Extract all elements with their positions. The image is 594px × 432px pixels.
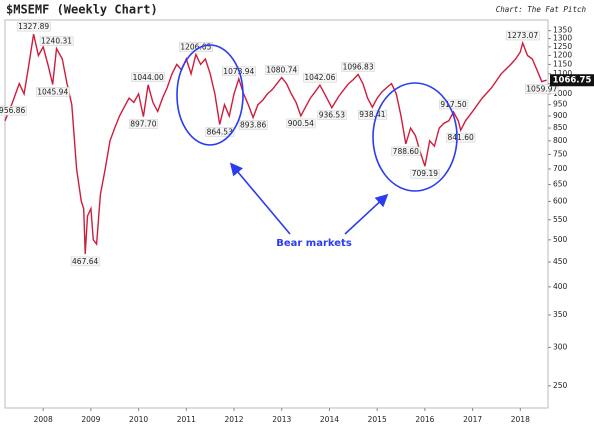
highlight-ellipse <box>176 44 244 146</box>
last-value-label: 1066.75 <box>553 76 592 86</box>
x-tick-label: 2018 <box>511 415 530 424</box>
x-tick-label: 2008 <box>34 415 53 424</box>
y-tick-label: 450 <box>553 257 568 266</box>
data-label-bg <box>286 118 316 129</box>
x-tick-label: 2013 <box>272 415 291 424</box>
x-tick-label: 2015 <box>368 415 387 424</box>
y-tick-label: 600 <box>553 196 568 205</box>
y-tick-label: 500 <box>553 235 568 244</box>
data-label-bg <box>317 110 347 120</box>
data-label-bg <box>410 168 440 179</box>
data-label: 897.70 <box>130 120 156 129</box>
x-tick-label: 2017 <box>463 415 482 424</box>
x-tick-label: 2012 <box>224 415 243 424</box>
data-label: 1080.74 <box>266 65 297 74</box>
data-label: 709.19 <box>412 169 438 178</box>
data-label-bg <box>341 62 376 72</box>
data-label-bg <box>179 42 213 52</box>
highlight-ellipse <box>372 82 458 192</box>
y-tick-label: 950 <box>553 100 568 109</box>
y-tick-label: 1350 <box>553 26 572 35</box>
y-tick-label: 1250 <box>553 42 572 51</box>
data-label: 1044.00 <box>133 73 164 82</box>
y-tick-label: 250 <box>553 381 568 390</box>
data-label-bg <box>131 72 166 83</box>
data-label: 1045.94 <box>37 87 68 96</box>
y-tick-label: 900 <box>553 111 568 120</box>
chart-title: $MSEMF (Weekly Chart) <box>6 3 158 17</box>
data-label: 1240.31 <box>41 36 72 45</box>
data-label-bg <box>303 72 337 83</box>
data-label: 1206.05 <box>180 42 211 51</box>
annotation-text: Bear markets <box>276 238 352 249</box>
data-label-bg <box>505 30 540 41</box>
data-label: 788.60 <box>393 147 419 156</box>
y-tick-label: 700 <box>553 164 568 173</box>
data-label: 841.60 <box>448 133 474 142</box>
y-tick-label: 650 <box>553 180 568 189</box>
data-label: 1096.83 <box>343 62 374 71</box>
y-tick-label: 800 <box>553 136 568 145</box>
price-line <box>4 33 547 254</box>
data-label: 917.50 <box>440 100 466 109</box>
data-label-bg <box>446 132 476 143</box>
data-label: 936.53 <box>319 111 345 120</box>
y-tick-label: 750 <box>553 149 568 158</box>
y-tick-label: 550 <box>553 215 568 224</box>
data-label: 900.54 <box>288 119 314 128</box>
data-label-bg <box>70 256 100 267</box>
y-tick-label: 1000 <box>553 89 572 98</box>
chart-credit: Chart: The Fat Pitch <box>496 5 587 14</box>
y-tick-label: 350 <box>553 310 568 319</box>
last-value-box <box>550 74 594 87</box>
data-label-bg <box>358 109 388 120</box>
data-label-bg <box>391 146 421 157</box>
data-label-bg <box>128 119 158 129</box>
data-label-bg <box>39 36 74 46</box>
data-label: 864.53 <box>207 128 233 137</box>
data-label-bg <box>0 105 27 116</box>
x-tick-label: 2009 <box>81 415 100 424</box>
plot-frame <box>4 19 549 409</box>
y-tick-label: 1150 <box>553 59 572 68</box>
data-label: 893.86 <box>240 120 266 129</box>
data-label: 467.64 <box>72 257 98 266</box>
x-tick-label: 2010 <box>129 415 148 424</box>
data-label: 1042.06 <box>304 73 335 82</box>
annotation-arrow <box>344 193 389 235</box>
y-tick-label: 850 <box>553 123 568 132</box>
data-label-bg <box>439 99 469 110</box>
data-label-bg <box>525 84 559 94</box>
data-label-bg <box>264 65 299 75</box>
annotation-arrow <box>229 162 291 235</box>
data-label-bg <box>205 127 235 137</box>
y-tick-label: 1300 <box>553 34 572 43</box>
x-tick-label: 2011 <box>177 415 196 424</box>
y-tick-label: 1100 <box>553 69 572 78</box>
x-tick-label: 2014 <box>320 415 339 424</box>
y-tick-label: 300 <box>553 342 568 351</box>
y-tick-label: 1200 <box>553 50 572 59</box>
data-label: 1273.07 <box>507 31 538 40</box>
y-tick-label: 400 <box>553 282 568 291</box>
data-label: 938.41 <box>359 110 385 119</box>
data-label: 1327.89 <box>18 22 49 31</box>
x-tick-label: 2016 <box>415 415 434 424</box>
data-label-bg <box>16 21 51 32</box>
data-label-bg <box>35 87 70 97</box>
data-label-bg <box>238 120 268 130</box>
data-label: 1059.97 <box>526 85 557 94</box>
data-label: 956.86 <box>0 106 26 115</box>
